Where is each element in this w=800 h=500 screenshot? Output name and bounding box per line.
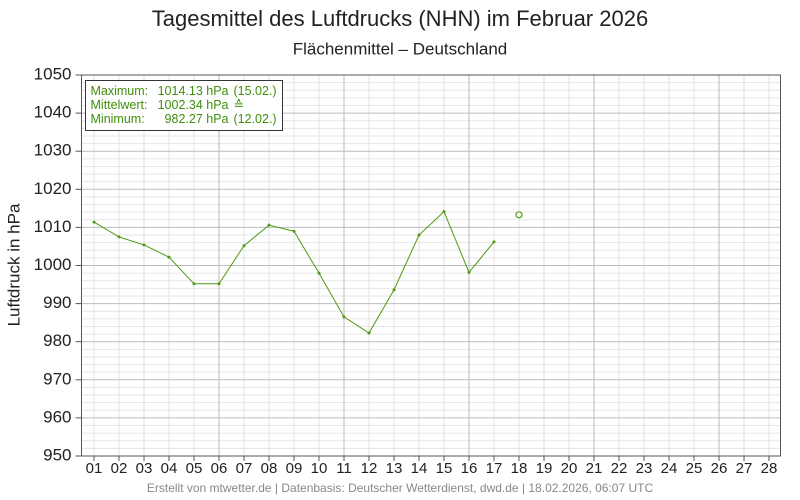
x-tick-label: 21 <box>586 460 603 477</box>
x-tick-label: 24 <box>661 460 678 477</box>
point <box>242 244 246 248</box>
x-tick-label: 27 <box>736 460 753 477</box>
x-tick-label: 17 <box>486 460 503 477</box>
point <box>217 282 221 286</box>
chart-title: Tagesmittel des Luftdrucks (NHN) im Febr… <box>152 6 648 31</box>
x-tick-label: 07 <box>236 460 253 477</box>
x-tick-label: 28 <box>761 460 778 477</box>
point <box>92 220 96 224</box>
point <box>392 288 396 292</box>
point <box>117 235 121 239</box>
info-value: 1002.34 hPa <box>158 98 229 112</box>
y-tick-label: 1000 <box>34 255 72 274</box>
x-tick-label: 09 <box>286 460 303 477</box>
x-tick-label: 22 <box>611 460 628 477</box>
point <box>292 229 296 233</box>
y-tick-label: 1050 <box>34 64 72 83</box>
x-tick-label: 12 <box>361 460 378 477</box>
info-label: Mittelwert: <box>91 98 148 112</box>
point <box>267 223 271 227</box>
y-tick-label: 950 <box>43 445 71 464</box>
x-tick-label: 16 <box>461 460 478 477</box>
y-tick-label: 990 <box>43 293 71 312</box>
point <box>167 255 171 259</box>
x-tick-label: 01 <box>86 460 103 477</box>
x-tick-label: 23 <box>636 460 653 477</box>
y-tick-label: 980 <box>43 331 71 350</box>
point <box>417 233 421 237</box>
info-value: 982.27 hPa <box>165 112 229 126</box>
x-tick-label: 14 <box>411 460 428 477</box>
plot-frame <box>81 74 781 457</box>
x-tick-label: 05 <box>186 460 203 477</box>
info-note: (12.02.) <box>234 112 277 126</box>
chart-subtitle: Flächenmittel – Deutschland <box>293 39 508 58</box>
point <box>467 270 471 274</box>
footer: Erstellt von mtwetter.de | Datenbasis: D… <box>147 481 654 495</box>
info-label: Minimum: <box>91 112 145 126</box>
x-tick-label: 26 <box>711 460 728 477</box>
y-axis-label: Luftdruck in hPa <box>4 203 23 326</box>
x-tick-label: 18 <box>511 460 528 477</box>
info-note: ≙ <box>234 98 244 112</box>
point <box>367 331 371 335</box>
y-tick-label: 1020 <box>34 179 72 198</box>
y-tick-label: 1010 <box>34 217 72 236</box>
info-note: (15.02.) <box>234 84 277 98</box>
x-tick-label: 08 <box>261 460 278 477</box>
point <box>317 271 321 275</box>
point <box>515 211 523 219</box>
x-tick-label: 04 <box>161 460 178 477</box>
x-tick-label: 06 <box>211 460 228 477</box>
x-tick-label: 02 <box>111 460 128 477</box>
info-box <box>85 80 283 131</box>
info-value: 1014.13 hPa <box>158 84 229 98</box>
info-label: Maximum: <box>91 84 149 98</box>
y-tick-label: 960 <box>43 407 71 426</box>
point <box>342 315 346 319</box>
x-tick-label: 25 <box>686 460 703 477</box>
x-tick-label: 19 <box>536 460 553 477</box>
point <box>192 282 196 286</box>
point <box>442 210 446 214</box>
x-tick-label: 10 <box>311 460 328 477</box>
point <box>492 240 496 244</box>
y-tick-label: 970 <box>43 369 71 388</box>
x-tick-label: 15 <box>436 460 453 477</box>
y-tick-label: 1030 <box>34 141 72 160</box>
x-tick-label: 03 <box>136 460 153 477</box>
x-tick-label: 11 <box>336 460 352 477</box>
x-tick-label: 20 <box>561 460 578 477</box>
point <box>142 243 146 247</box>
x-tick-label: 13 <box>386 460 403 477</box>
y-tick-label: 1040 <box>34 103 72 122</box>
